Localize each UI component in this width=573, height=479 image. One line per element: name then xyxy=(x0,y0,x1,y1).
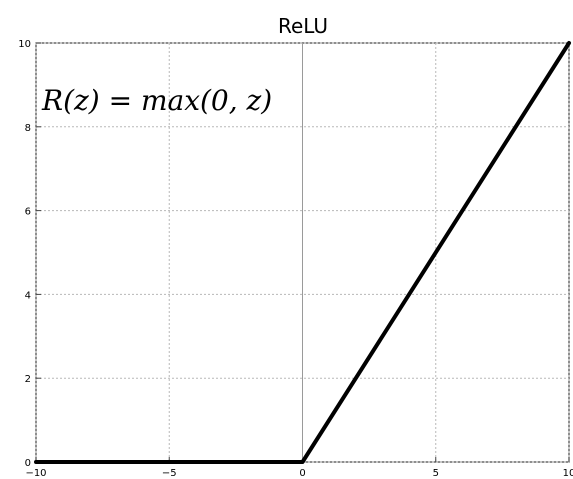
relu-formula-annotation: R(z) = max(0, z) xyxy=(41,84,272,117)
x-tick-label: 5 xyxy=(433,468,439,479)
y-tick-label: 8 xyxy=(25,123,31,134)
x-tick-label: −5 xyxy=(162,468,177,479)
x-tick-label: 10 xyxy=(563,468,573,479)
relu-series-line xyxy=(34,41,571,464)
y-tick-label: 6 xyxy=(25,207,31,218)
y-tick-label: 10 xyxy=(18,39,31,50)
chart-title: ReLU xyxy=(278,14,328,38)
axis-layer: −10 −5 0 5 10 0 2 4 6 8 10 xyxy=(18,39,573,479)
y-tick-label: 2 xyxy=(25,374,31,385)
x-tick-label: −10 xyxy=(25,468,46,479)
series-layer xyxy=(34,41,571,464)
y-tick-label: 4 xyxy=(25,290,31,301)
y-tick-label: 0 xyxy=(25,458,31,469)
x-tick-label: 0 xyxy=(299,468,305,479)
